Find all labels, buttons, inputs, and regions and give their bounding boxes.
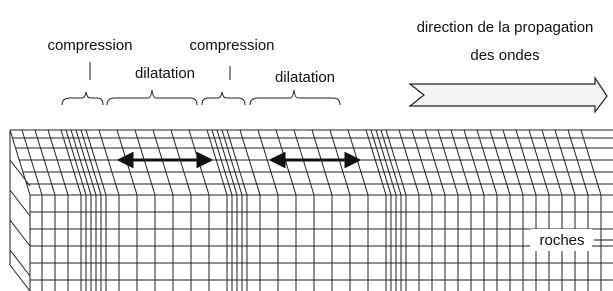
- grid-line: [10, 220, 30, 246]
- grid-line: [451, 130, 471, 195]
- grid-line: [61, 130, 81, 195]
- grid-line: [490, 130, 510, 195]
- grid-line: [294, 130, 314, 195]
- grid-line: [371, 130, 391, 195]
- grid-line: [35, 130, 55, 195]
- grid-line: [10, 130, 30, 195]
- grid-line: [222, 130, 242, 195]
- direction-label: direction de la propagation: [417, 19, 594, 36]
- zone-label: compression: [189, 37, 274, 54]
- grid-line: [555, 130, 575, 195]
- zone-label: dilatation: [135, 65, 195, 82]
- grid-line: [376, 130, 396, 195]
- grid-line: [503, 130, 523, 195]
- grid-line: [464, 130, 484, 195]
- grid-line: [48, 130, 68, 195]
- grid-line: [568, 130, 588, 195]
- grid-line: [10, 190, 30, 216]
- grid-line: [81, 130, 101, 195]
- grid-line: [425, 130, 445, 195]
- grid-line: [227, 130, 247, 195]
- zone-label: compression: [47, 37, 132, 54]
- diagram: compression dilatation compression dilat…: [0, 0, 613, 291]
- grid-line: [529, 130, 549, 195]
- grid-line: [477, 130, 497, 195]
- grid-line: [240, 130, 260, 195]
- grid-line: [153, 130, 173, 195]
- direction-arrow: [410, 78, 607, 112]
- grid-line: [386, 130, 406, 195]
- grid-line: [10, 265, 30, 291]
- grid-line: [542, 130, 562, 195]
- grid-line: [71, 130, 91, 195]
- grid-line: [581, 130, 601, 195]
- grid-line: [171, 130, 191, 195]
- grid-line: [381, 130, 401, 195]
- grid-line: [135, 130, 155, 195]
- grid-line: [438, 130, 458, 195]
- direction-label: des ondes: [470, 47, 539, 64]
- grid-line: [366, 130, 386, 195]
- grid-line: [86, 130, 106, 195]
- grid-line: [312, 130, 332, 195]
- grid-line: [212, 130, 232, 195]
- rock-block: [10, 130, 613, 291]
- grid-line: [10, 250, 30, 276]
- material-label: roches: [539, 232, 584, 249]
- grid-line: [516, 130, 536, 195]
- grid-line: [217, 130, 237, 195]
- zone-label: dilatation: [275, 69, 335, 86]
- grid-line: [412, 130, 432, 195]
- grid-line: [22, 130, 42, 195]
- grid-line: [207, 130, 227, 195]
- grid-line: [399, 130, 419, 195]
- grid-line: [99, 130, 119, 195]
- grid-line: [66, 130, 86, 195]
- grid-line: [76, 130, 96, 195]
